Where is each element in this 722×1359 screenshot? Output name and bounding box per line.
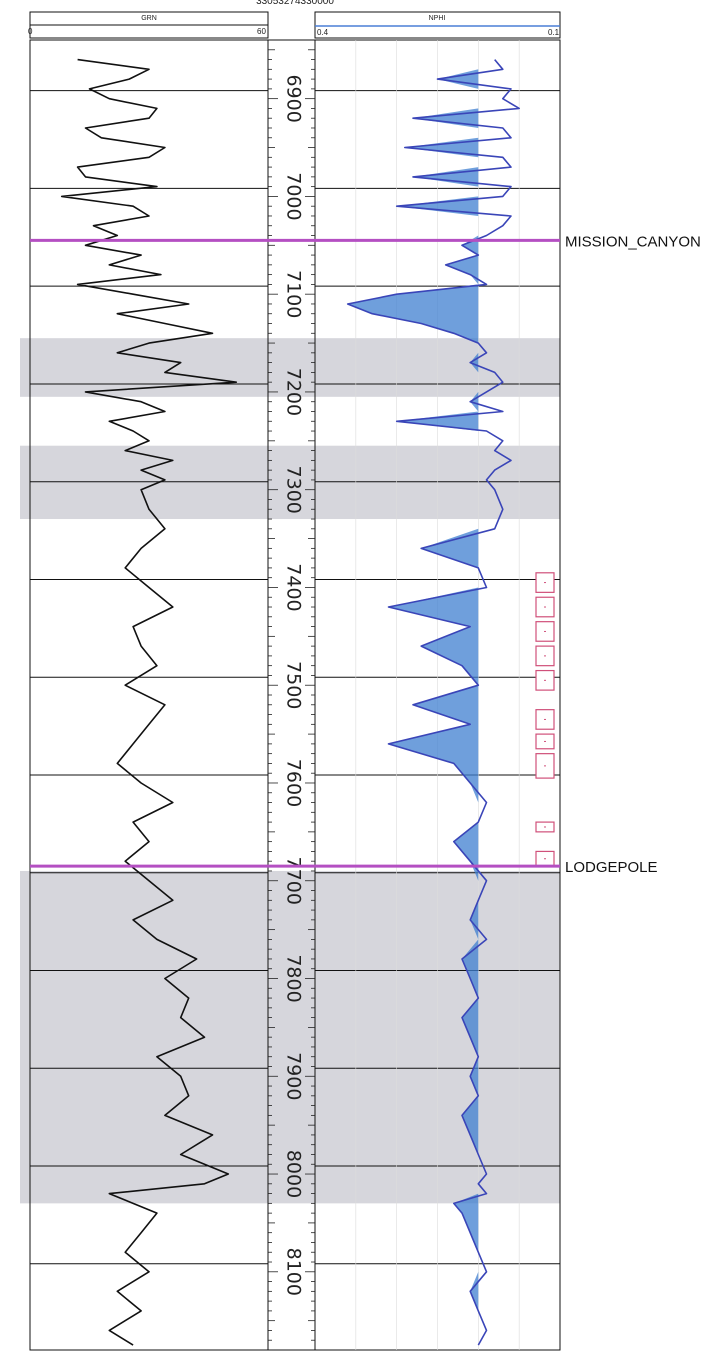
depth-label-7600: 7600	[283, 759, 305, 807]
header-well-id: 33053274330000	[256, 0, 334, 7]
nphi-fill	[347, 59, 479, 1346]
formation-top-label-1: LODGEPOLE	[565, 859, 658, 876]
depth-label-7400: 7400	[283, 563, 305, 611]
core-dot-5	[544, 718, 546, 720]
core-dot-7	[544, 765, 546, 767]
nphi-track-header: NPHI 0.4 0.1	[314, 11, 561, 39]
core-dot-4	[544, 679, 546, 681]
nphi-curve-name: NPHI	[429, 15, 446, 22]
depth-label-7100: 7100	[283, 270, 305, 318]
depth-label-8000: 8000	[283, 1150, 305, 1198]
core-dot-1	[544, 606, 546, 608]
grn-scale-max: 60	[257, 27, 266, 36]
core-dot-3	[544, 655, 546, 657]
formation-tops: MISSION_CANYON LODGEPOLE	[30, 233, 701, 876]
grn-curve-0	[60, 58, 238, 1346]
formation-top-label-0: MISSION_CANYON	[565, 233, 701, 250]
nphi-scale-max: 0.1	[548, 28, 560, 37]
depth-label-7200: 7200	[283, 368, 305, 416]
nphi-header-box	[314, 11, 561, 39]
depth-label-8100: 8100	[283, 1248, 305, 1296]
nphi-curve-0	[346, 59, 521, 1346]
log-curves	[60, 58, 521, 1346]
nphi-porosity-fill	[347, 59, 479, 1346]
shaded-interval-0	[20, 338, 560, 397]
nphi-scale-min: 0.4	[317, 28, 329, 37]
shaded-interval-1	[20, 445, 560, 520]
depth-label-7000: 7000	[283, 172, 305, 220]
grn-scale-min: 0	[28, 27, 33, 36]
grn-track-header: GRN 0 60	[28, 11, 269, 39]
depth-label-7700: 7700	[283, 857, 305, 905]
core-dot-9	[544, 858, 546, 860]
depth-label-7300: 7300	[283, 466, 305, 514]
grn-curve-name: GRN	[141, 15, 157, 22]
depth-label-7800: 7800	[283, 954, 305, 1002]
core-dot-2	[544, 630, 546, 632]
core-dot-0	[544, 582, 546, 584]
depth-label-7500: 7500	[283, 661, 305, 709]
depth-label-7900: 7900	[283, 1052, 305, 1100]
core-dot-6	[544, 740, 546, 742]
core-sample-marks	[535, 572, 555, 867]
core-dot-8	[544, 826, 546, 828]
depth-gridlines	[30, 40, 560, 1350]
depth-axis-ticks: 6900 7000 7100 7200 7300 7400 7500 7600 7700 7800…	[268, 49, 315, 1341]
depth-label-6900: 6900	[283, 74, 305, 122]
